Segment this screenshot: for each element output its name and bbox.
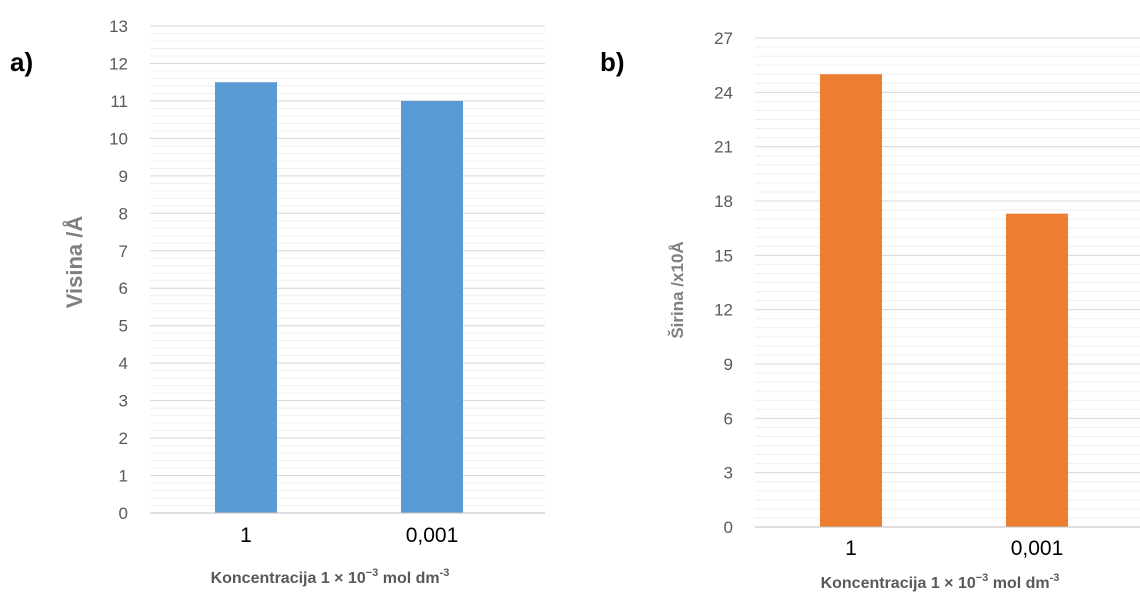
gridlines-b xyxy=(755,37,1140,528)
y-ticks-b: 0 3 6 9 12 15 18 21 24 27 xyxy=(714,29,733,537)
x-category-label-a: 0,001 xyxy=(406,524,459,547)
y-tick-label-a: 2 xyxy=(119,429,128,448)
y-tick-label-b: 3 xyxy=(724,464,733,483)
x-axis-label-b: Koncentracija 1 × 10−3 mol dm-3 xyxy=(821,572,1060,592)
y-tick-label-b: 6 xyxy=(724,409,733,428)
bar-a-1 xyxy=(215,82,277,513)
y-tick-label-a: 1 xyxy=(119,467,128,486)
bar-a-2 xyxy=(401,100,463,513)
y-tick-label-b: 24 xyxy=(714,83,733,102)
y-tick-label-b: 27 xyxy=(714,29,733,48)
panel-label-b: b) xyxy=(600,47,625,77)
x-category-label-b: 0,001 xyxy=(1011,537,1064,560)
x-label-prefix-b: Koncentracija 1 × 10 xyxy=(821,575,976,592)
y-tick-label-b: 15 xyxy=(714,246,733,265)
y-axis-label-b: Širina /x10Å xyxy=(668,241,687,338)
y-tick-label-b: 9 xyxy=(724,355,733,374)
bar-b-1 xyxy=(820,74,882,527)
y-tick-label-a: 9 xyxy=(119,167,128,186)
gridlines-a xyxy=(150,25,545,514)
y-tick-label-a: 0 xyxy=(119,504,128,523)
y-tick-label-b: 21 xyxy=(714,138,733,157)
x-axis-label-a: Koncentracija 1 × 10−3 mol dm-3 xyxy=(211,567,450,587)
x-label-exp2-a: -3 xyxy=(440,567,450,579)
x-categories-b: 1 0,001 xyxy=(845,537,1063,560)
y-tick-label-a: 8 xyxy=(119,204,128,223)
bars-a xyxy=(150,82,545,514)
y-tick-label-a: 4 xyxy=(119,354,128,373)
x-label-middle-b: mol dm xyxy=(988,575,1049,592)
x-category-label-a: 1 xyxy=(240,524,252,547)
y-tick-label-b: 12 xyxy=(714,301,733,320)
x-label-middle-a: mol dm xyxy=(378,570,439,587)
x-label-exp1-b: −3 xyxy=(976,572,989,584)
x-label-exp1-a: −3 xyxy=(366,567,379,579)
x-categories-a: 1 0,001 xyxy=(240,524,458,547)
y-tick-label-a: 7 xyxy=(119,242,128,261)
y-axis-label-a: Visina /Å xyxy=(61,216,87,309)
panel-label-a: a) xyxy=(10,47,33,77)
y-tick-label-a: 10 xyxy=(109,129,128,148)
y-tick-label-a: 3 xyxy=(119,392,128,411)
y-tick-label-a: 11 xyxy=(110,92,128,111)
y-tick-label-b: 18 xyxy=(714,192,733,211)
y-tick-label-a: 5 xyxy=(119,317,128,336)
y-tick-label-a: 12 xyxy=(109,54,128,73)
y-tick-label-b: 0 xyxy=(724,518,733,537)
x-category-label-b: 1 xyxy=(845,537,857,560)
y-tick-label-a: 13 xyxy=(109,17,128,36)
bars-b xyxy=(755,74,1140,528)
x-label-exp2-b: -3 xyxy=(1050,572,1060,584)
y-tick-label-a: 6 xyxy=(119,279,128,298)
x-label-prefix-a: Koncentracija 1 × 10 xyxy=(211,570,366,587)
bar-b-2 xyxy=(1006,213,1068,527)
